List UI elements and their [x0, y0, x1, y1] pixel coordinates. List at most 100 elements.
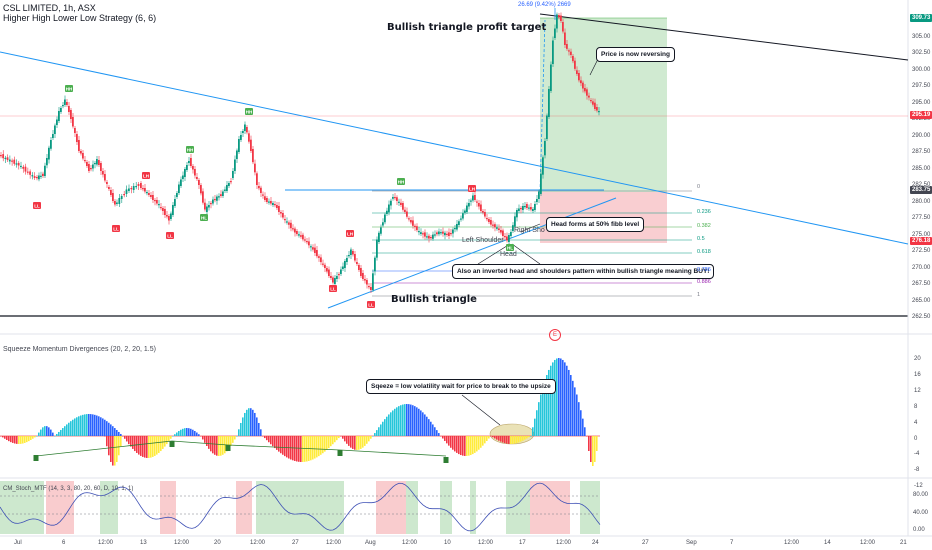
squeeze-bar: [510, 436, 512, 444]
squeeze-bar: [250, 408, 252, 436]
time-tick: 10: [444, 540, 451, 546]
squeeze-bar: [284, 436, 286, 457]
squeeze-bar: [446, 436, 448, 444]
candle: [434, 234, 436, 236]
candle: [366, 280, 368, 285]
candle: [210, 203, 212, 205]
candle: [528, 207, 530, 209]
squeeze-bar: [304, 436, 306, 462]
candle: [594, 102, 596, 109]
squeeze-bar: [42, 427, 44, 436]
squeeze-bar: [180, 429, 182, 436]
squeeze-bar: [448, 436, 450, 446]
squeeze-bar: [458, 436, 460, 455]
squeeze-bar: [592, 436, 594, 466]
squeeze-bar: [154, 436, 156, 456]
symbol-title[interactable]: CSL LIMITED, 1h, ASX: [3, 3, 96, 13]
squeeze-bar: [252, 409, 254, 436]
squeeze-tick: -4: [914, 451, 920, 458]
squeeze-bar: [410, 404, 412, 436]
squeeze-bar: [114, 436, 116, 466]
stoch-zone: [256, 481, 344, 534]
squeeze-bar: [336, 436, 338, 441]
squeeze-bar: [416, 407, 418, 436]
candle: [168, 216, 170, 221]
squeeze-bar: [128, 436, 130, 445]
squeeze-bar: [78, 416, 80, 436]
candle: [574, 60, 576, 69]
squeeze-bar: [236, 436, 238, 437]
candle: [278, 206, 280, 212]
squeeze-bar: [138, 436, 140, 455]
candle: [178, 184, 180, 193]
candle: [252, 149, 254, 163]
candle: [450, 233, 452, 235]
squeeze-bar: [116, 436, 118, 462]
squeeze-bar: [526, 436, 528, 439]
squeeze-title[interactable]: Squeeze Momentum Divergences (20, 2, 20,…: [3, 346, 156, 353]
squeeze-bar: [494, 436, 496, 439]
squeeze-bar: [404, 404, 406, 436]
candle: [460, 218, 462, 220]
squeeze-bar: [280, 436, 282, 454]
squeeze-bar: [474, 436, 476, 453]
candle: [386, 210, 388, 214]
candle: [306, 241, 308, 243]
squeeze-bar: [94, 414, 96, 436]
candle: [162, 208, 164, 211]
squeeze-bar: [34, 436, 36, 438]
squeeze-bar: [22, 436, 24, 444]
pivot-marker: [200, 214, 208, 221]
candle: [378, 232, 380, 242]
divergence-lines: [35, 440, 447, 457]
candle: [100, 163, 102, 171]
squeeze-bar: [182, 428, 184, 436]
squeeze-bar: [570, 375, 572, 436]
squeeze-bar: [152, 436, 154, 457]
squeeze-bar: [178, 431, 180, 436]
candle: [290, 222, 292, 229]
candle: [88, 164, 90, 171]
fib-label: 0.618: [697, 249, 711, 255]
candle: [294, 228, 296, 233]
squeeze-bar: [108, 436, 110, 456]
squeeze-bar: [590, 436, 592, 462]
time-tick: 20: [214, 540, 221, 546]
squeeze-bar: [386, 416, 388, 436]
price-tick: 290.00: [912, 132, 931, 139]
right-shoulder-label: Right Sho: [514, 227, 545, 234]
stoch-line: [0, 482, 601, 532]
earnings-icon[interactable]: E: [549, 329, 561, 341]
candle: [22, 166, 25, 169]
candle: [570, 51, 572, 55]
squeeze-bar: [484, 436, 486, 444]
squeeze-bar: [406, 404, 408, 436]
squeeze-bar: [258, 422, 260, 436]
strategy-title[interactable]: Higher High Lower Low Strategy (6, 6): [3, 13, 157, 23]
time-tick: 24: [592, 540, 599, 546]
candle: [488, 219, 490, 222]
squeeze-bar: [76, 417, 78, 436]
squeeze-bar: [356, 436, 358, 450]
squeeze-bar: [136, 436, 138, 453]
squeeze-bar: [360, 436, 362, 449]
candle: [538, 191, 540, 199]
squeeze-bar: [502, 436, 504, 443]
squeeze-bar: [564, 362, 566, 436]
squeeze-bar: [172, 436, 174, 437]
stoch-zone: [580, 481, 600, 534]
candle: [548, 89, 550, 117]
squeeze-bar: [394, 408, 396, 436]
fib-label: 0.382: [697, 223, 711, 229]
price-tick: 305.00: [912, 33, 931, 40]
candle: [52, 134, 54, 138]
squeeze-bar: [120, 433, 122, 436]
fib-label: 0.786: [697, 267, 711, 273]
stoch-title[interactable]: CM_Stoch_MTF (14, 3, 3, 80, 20, 60, D, 1…: [3, 486, 134, 492]
squeeze-bar: [144, 436, 146, 458]
candle: [8, 159, 11, 162]
squeeze-bar: [516, 436, 518, 444]
squeeze-bar: [216, 436, 218, 456]
squeeze-bar: [556, 358, 558, 436]
